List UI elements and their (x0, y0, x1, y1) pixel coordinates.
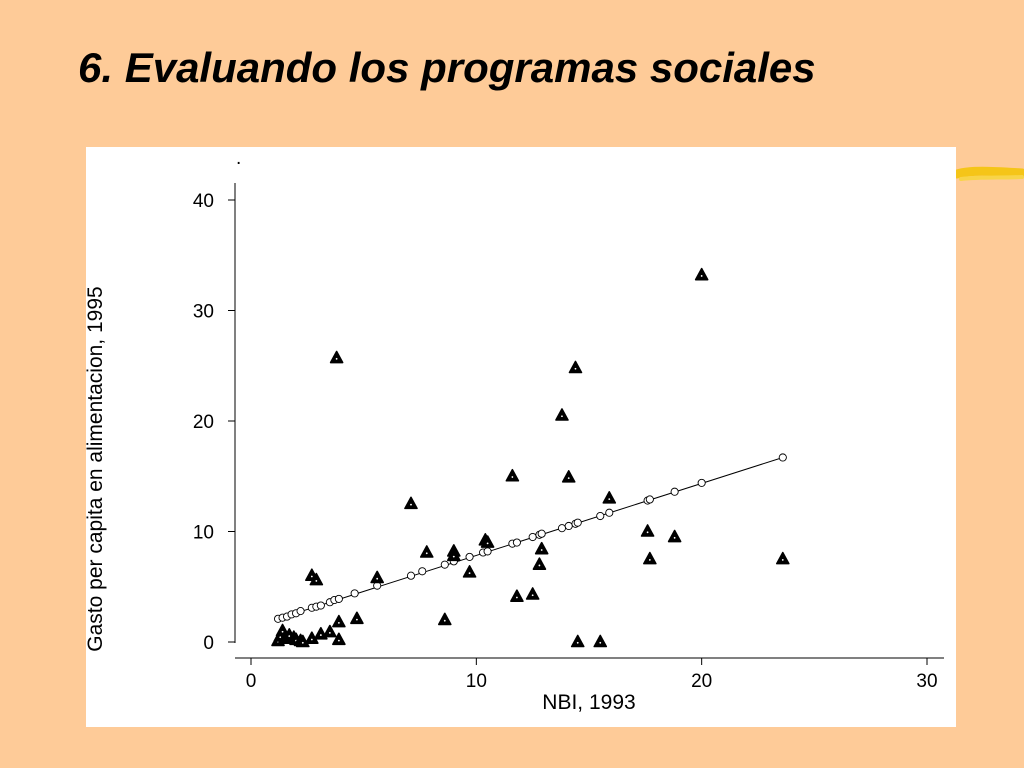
circle-point (557, 524, 567, 533)
circle-point (537, 529, 546, 538)
circle-point (418, 567, 427, 576)
triangle-point (332, 614, 346, 628)
x-axis-title: NBI, 1993 (542, 691, 635, 714)
triangle-point (568, 360, 583, 374)
circle-point (605, 508, 614, 517)
y-tick-label: 20 (193, 412, 214, 433)
triangle-point (323, 624, 337, 638)
triangle-point (775, 551, 790, 565)
circle-point (564, 521, 573, 531)
circle-point (573, 518, 582, 527)
circle-point (483, 547, 492, 556)
top-marker-dot: . (236, 148, 241, 169)
triangle-point (480, 535, 495, 548)
triangle-point (525, 587, 540, 600)
circle-point (528, 532, 537, 542)
triangle-point (446, 548, 461, 562)
triangle-point (505, 468, 520, 482)
triangle-point (329, 350, 344, 364)
y-tick-label: 10 (193, 523, 214, 544)
triangle-point (534, 541, 549, 555)
circle-point (334, 594, 343, 603)
triangle-point (462, 565, 477, 578)
triangle-point (404, 496, 418, 510)
triangle-point (532, 557, 547, 570)
circle-point (440, 560, 449, 569)
circle-point (316, 601, 325, 610)
triangle-point (309, 572, 324, 586)
circle-point (406, 571, 416, 580)
triangle-point (694, 267, 709, 281)
triangle-point (593, 634, 608, 648)
circle-point (512, 538, 521, 547)
circle-point (645, 495, 654, 504)
y-axis-title: Gasto per capita en alimentacion, 1995 (86, 286, 107, 651)
circle-point (465, 552, 474, 561)
triangle-point (555, 408, 569, 421)
triangle-point (510, 589, 524, 602)
axes: 0 10 20 30 40 0 10 20 30 (193, 183, 944, 692)
y-tick-label: 0 (203, 633, 214, 654)
triangle-point (419, 545, 434, 558)
triangle-point (667, 529, 682, 543)
triangle-point (561, 470, 576, 483)
circle-point (778, 453, 787, 462)
triangle-point (640, 524, 655, 537)
triangle-point (350, 611, 364, 625)
triangle-point (643, 551, 657, 565)
circle-point (670, 487, 679, 496)
triangle-point (570, 634, 585, 648)
x-tick-label: 20 (691, 671, 712, 692)
x-tick-label: 30 (916, 671, 937, 692)
y-tick-label: 30 (193, 302, 214, 323)
x-tick-label: 0 (246, 671, 257, 692)
circle-point (296, 607, 305, 616)
triangle-point (370, 570, 384, 584)
y-tick-label: 40 (193, 191, 214, 212)
triangle-point (437, 612, 452, 626)
scatter-chart: . 0 10 20 30 40 0 10 20 30 NBI, 1993 Gasto per c… (86, 148, 944, 714)
triangle-point (602, 491, 617, 504)
chart-panel: . 0 10 20 30 40 0 10 20 30 NBI, 1993 Gasto per c… (86, 147, 956, 727)
triangle-point (332, 632, 346, 646)
circle-point (697, 478, 706, 487)
slide-title: 6. Evaluando los programas sociales (78, 44, 816, 91)
observed-points (271, 267, 790, 648)
circle-point (596, 511, 605, 521)
circle-point (350, 589, 359, 598)
highlighter-stroke (955, 166, 1024, 181)
x-tick-label: 10 (466, 671, 487, 692)
